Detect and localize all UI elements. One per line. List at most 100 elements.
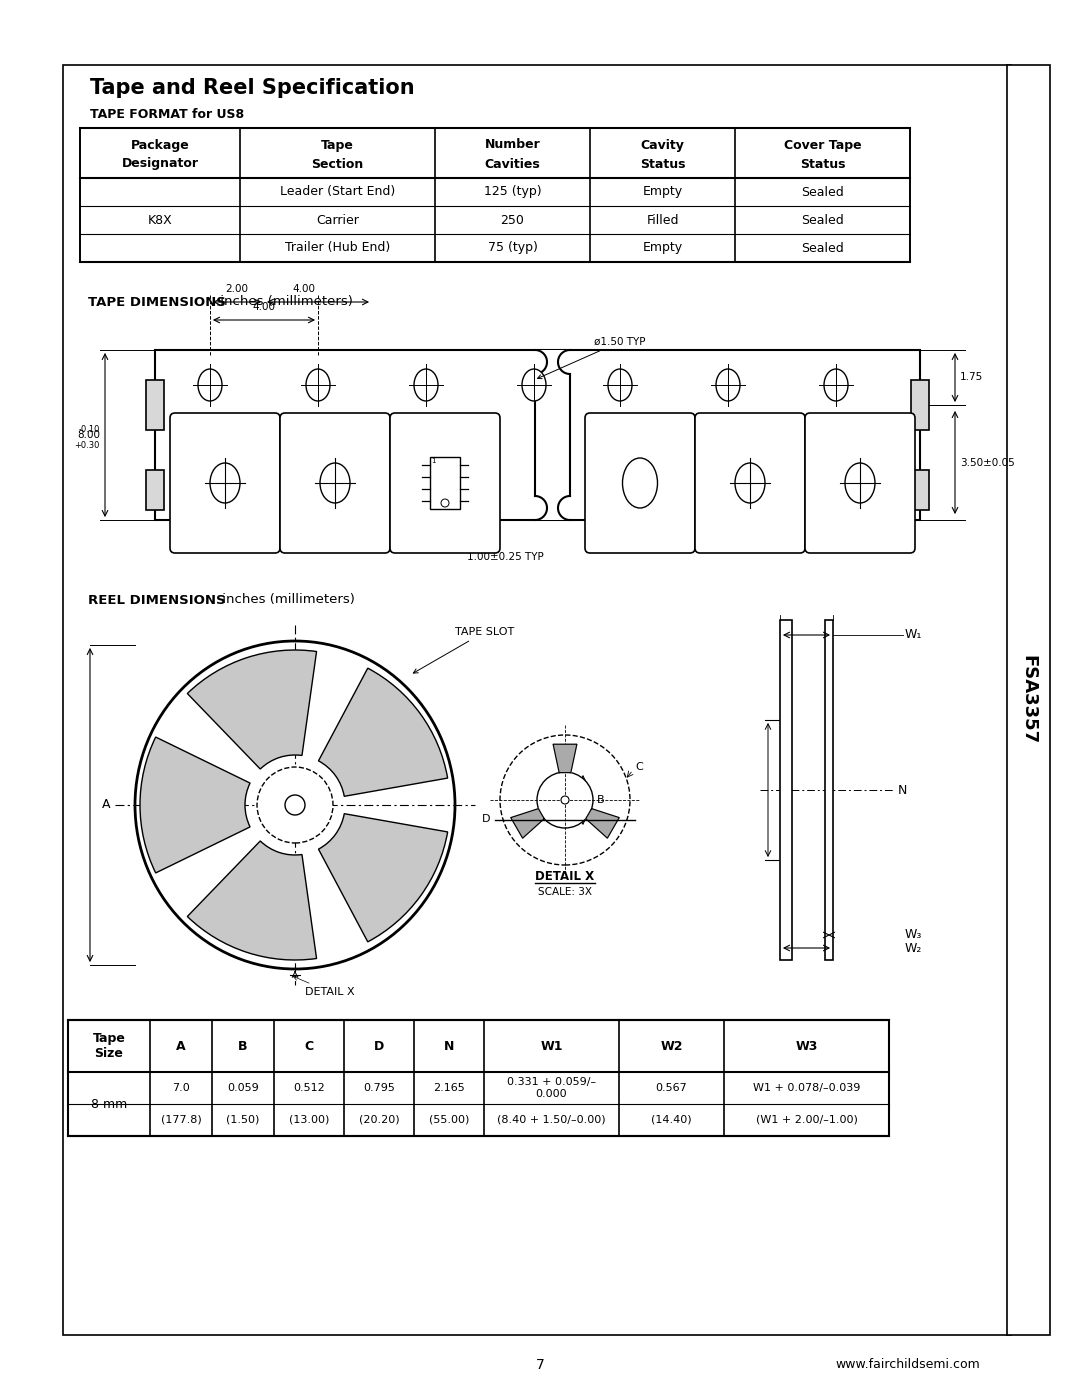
Text: FSA3357: FSA3357 xyxy=(1020,655,1037,745)
Text: +0.30: +0.30 xyxy=(75,440,100,450)
Text: -0.10: -0.10 xyxy=(79,426,100,434)
Text: (13.00): (13.00) xyxy=(288,1115,329,1125)
Text: 2.00: 2.00 xyxy=(226,284,248,293)
Text: Trailer (Hub End): Trailer (Hub End) xyxy=(285,242,390,254)
Text: (8.40 + 1.50/–0.00): (8.40 + 1.50/–0.00) xyxy=(497,1115,606,1125)
Ellipse shape xyxy=(735,462,765,503)
Text: W3: W3 xyxy=(795,1039,818,1052)
Bar xyxy=(146,380,164,430)
Text: SCALE: 3X: SCALE: 3X xyxy=(538,887,592,897)
Text: 8.00: 8.00 xyxy=(77,430,100,440)
Wedge shape xyxy=(319,668,447,796)
Bar xyxy=(912,380,929,430)
Text: 7.0: 7.0 xyxy=(172,1083,190,1092)
Bar xyxy=(912,469,929,510)
Bar xyxy=(1007,66,1050,1336)
Ellipse shape xyxy=(716,369,740,401)
Ellipse shape xyxy=(522,369,546,401)
Wedge shape xyxy=(187,841,316,960)
Text: inches (millimeters): inches (millimeters) xyxy=(218,594,355,606)
Text: Empty: Empty xyxy=(643,242,683,254)
Text: (177.8): (177.8) xyxy=(161,1115,201,1125)
Text: D: D xyxy=(374,1039,384,1052)
Text: Cavity: Cavity xyxy=(640,138,685,151)
Text: Empty: Empty xyxy=(643,186,683,198)
FancyBboxPatch shape xyxy=(170,414,280,553)
Text: 1: 1 xyxy=(431,458,435,464)
Circle shape xyxy=(561,796,569,805)
Text: W1 + 0.078/–0.039: W1 + 0.078/–0.039 xyxy=(753,1083,860,1092)
Text: B: B xyxy=(597,795,605,805)
Text: 75 (typ): 75 (typ) xyxy=(487,242,538,254)
Text: Designator: Designator xyxy=(121,158,199,170)
Bar xyxy=(63,66,1011,1336)
Text: Number: Number xyxy=(485,138,540,151)
Circle shape xyxy=(441,499,449,507)
Text: TAPE SLOT: TAPE SLOT xyxy=(414,627,514,673)
Text: A: A xyxy=(102,799,110,812)
Text: C: C xyxy=(635,763,643,773)
Ellipse shape xyxy=(414,369,438,401)
Text: D: D xyxy=(482,814,490,824)
Polygon shape xyxy=(553,745,577,773)
Ellipse shape xyxy=(320,462,350,503)
Bar xyxy=(156,351,920,520)
FancyBboxPatch shape xyxy=(280,414,390,553)
Text: Sealed: Sealed xyxy=(801,242,843,254)
Text: Package: Package xyxy=(131,138,189,151)
Ellipse shape xyxy=(210,462,240,503)
FancyBboxPatch shape xyxy=(390,414,500,553)
Text: A: A xyxy=(176,1039,186,1052)
Text: 0.795: 0.795 xyxy=(363,1083,395,1092)
Polygon shape xyxy=(585,809,619,838)
Ellipse shape xyxy=(608,369,632,401)
Text: Sealed: Sealed xyxy=(801,186,843,198)
Text: Leader (Start End): Leader (Start End) xyxy=(280,186,395,198)
Polygon shape xyxy=(511,809,544,838)
Text: 250: 250 xyxy=(500,214,525,226)
Bar xyxy=(430,457,460,509)
Text: (1.50): (1.50) xyxy=(227,1115,259,1125)
Ellipse shape xyxy=(622,458,658,509)
Ellipse shape xyxy=(306,369,330,401)
Text: 1.00±0.25 TYP: 1.00±0.25 TYP xyxy=(448,527,543,562)
Text: Filled: Filled xyxy=(646,214,678,226)
Bar xyxy=(780,620,792,960)
Text: W₁: W₁ xyxy=(905,629,922,641)
Ellipse shape xyxy=(135,641,455,970)
Text: 125 (typ): 125 (typ) xyxy=(484,186,541,198)
Text: 4.00: 4.00 xyxy=(253,302,275,312)
Text: inches (millimeters): inches (millimeters) xyxy=(216,296,353,309)
Text: 0.567: 0.567 xyxy=(656,1083,687,1092)
Text: Section: Section xyxy=(311,158,364,170)
Text: W1: W1 xyxy=(540,1039,563,1052)
Circle shape xyxy=(257,767,333,842)
Text: 4.00: 4.00 xyxy=(293,284,315,293)
Text: 0.331 + 0.059/–
0.000: 0.331 + 0.059/– 0.000 xyxy=(507,1077,596,1099)
Text: Tape: Tape xyxy=(321,138,354,151)
Text: ø1.50 TYP: ø1.50 TYP xyxy=(538,337,646,379)
Circle shape xyxy=(285,795,305,814)
Bar xyxy=(825,620,833,960)
FancyBboxPatch shape xyxy=(805,414,915,553)
Ellipse shape xyxy=(845,462,875,503)
Text: Carrier: Carrier xyxy=(316,214,359,226)
Text: Tape
Size: Tape Size xyxy=(93,1032,125,1060)
FancyBboxPatch shape xyxy=(585,414,696,553)
Text: DETAIL X: DETAIL X xyxy=(536,870,595,883)
Text: Sealed: Sealed xyxy=(801,214,843,226)
Text: TAPE DIMENSIONS: TAPE DIMENSIONS xyxy=(87,296,226,309)
Text: 7: 7 xyxy=(536,1358,544,1372)
Text: 1.75: 1.75 xyxy=(960,372,983,381)
Wedge shape xyxy=(319,813,447,942)
Text: 0.512: 0.512 xyxy=(293,1083,325,1092)
Text: (55.00): (55.00) xyxy=(429,1115,469,1125)
Text: W₃: W₃ xyxy=(905,929,922,942)
Text: K8X: K8X xyxy=(148,214,173,226)
Circle shape xyxy=(537,773,593,828)
Circle shape xyxy=(500,735,630,865)
Text: Cover Tape: Cover Tape xyxy=(784,138,862,151)
Text: 8 mm: 8 mm xyxy=(91,1098,127,1111)
Text: DETAIL X: DETAIL X xyxy=(294,977,354,997)
Text: Tape and Reel Specification: Tape and Reel Specification xyxy=(90,78,415,98)
